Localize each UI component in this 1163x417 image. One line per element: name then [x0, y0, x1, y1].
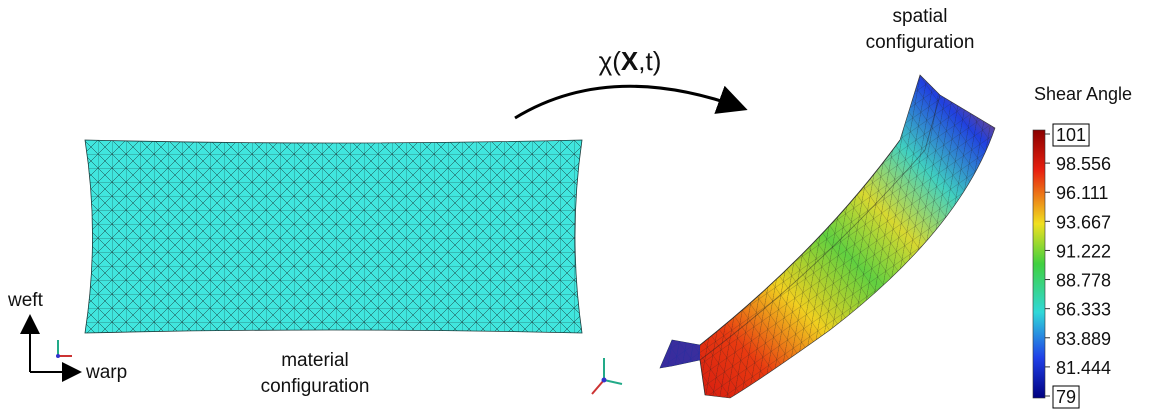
colorbar-ticks: 101 98.556 96.111 93.667 91.222 88.778 86.333 8…	[1045, 124, 1111, 408]
figure: weft warp material configuration χ(X,t) …	[0, 0, 1163, 412]
material-label: material	[281, 350, 349, 371]
mapping-label: χ(X,t)	[599, 46, 662, 76]
warp-label: warp	[85, 362, 127, 383]
colorbar-tick-label: 96.111	[1056, 183, 1108, 203]
colorbar-title: Shear Angle	[1034, 84, 1132, 104]
weft-label: weft	[7, 290, 44, 311]
material-label: configuration	[261, 376, 370, 397]
xyz-triad	[592, 358, 622, 394]
spatial-label: spatial	[893, 6, 948, 27]
colorbar-tick-label: 101	[1056, 125, 1086, 145]
colorbar-tick-label: 88.778	[1056, 271, 1111, 291]
spatial-label: configuration	[866, 32, 975, 53]
colorbar-tick-label: 93.667	[1056, 212, 1111, 232]
colorbar-tick-label: 81.444	[1056, 358, 1111, 378]
colorbar-tick-label: 79	[1056, 387, 1076, 407]
colorbar-tick-label: 91.222	[1056, 241, 1111, 261]
colorbar-tick-label: 83.889	[1056, 329, 1111, 349]
fabric-axes	[30, 318, 78, 372]
spatial-shape	[660, 75, 995, 398]
material-mesh	[85, 140, 582, 333]
colorbar-tick-label: 86.333	[1056, 300, 1111, 320]
colorbar	[1033, 130, 1045, 398]
mapping-arrow	[515, 86, 742, 118]
colorbar-tick-label: 98.556	[1056, 154, 1111, 174]
